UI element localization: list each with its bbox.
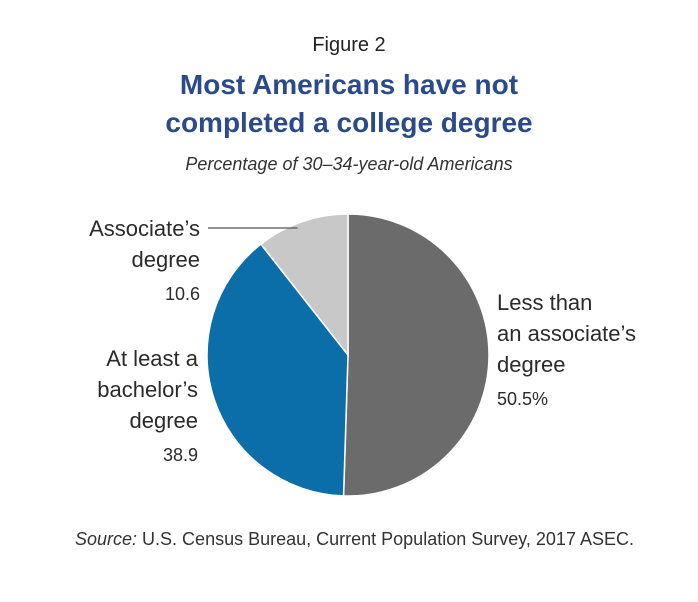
slice-label-less-line-3: degree — [497, 352, 566, 377]
slice-label-less-line-1: Less than — [497, 290, 593, 315]
slice-value-associate: 10.6 — [164, 284, 200, 304]
chart-title: Most Americans have not completed a coll… — [0, 66, 698, 142]
pie-slice-less-than-associate — [342, 213, 490, 497]
chart-subtitle: Percentage of 30–34-year-old Americans — [185, 154, 513, 174]
slice-value-less-than-associate: 50.5% — [497, 389, 549, 409]
slice-label-bachelor-line-2: bachelor’s — [97, 377, 198, 402]
chart-title-line-2: completed a college degree — [165, 107, 533, 138]
source-label: Source: — [75, 529, 138, 549]
pie-slice-associate — [259, 213, 349, 358]
pie-slice-bachelor — [206, 243, 349, 497]
pie-slices — [206, 213, 490, 497]
slice-label-associate-line-2: degree — [131, 247, 200, 272]
slice-label-less-line-2: an associate’s — [497, 321, 637, 346]
slice-label-bachelor-line-3: degree — [129, 408, 198, 433]
slice-label-associate-line-1: Associate’s — [89, 216, 200, 241]
slice-label-bachelor: At least a bachelor’s degree 38.9 — [18, 343, 198, 471]
chart-title-line-1: Most Americans have not — [179, 69, 519, 100]
slice-label-less-than-associate: Less than an associate’s degree 50.5% — [497, 287, 687, 415]
source-note: Source: U.S. Census Bureau, Current Popu… — [75, 526, 635, 553]
source-text: U.S. Census Bureau, Current Population S… — [137, 529, 634, 549]
slice-label-bachelor-line-1: At least a — [106, 346, 198, 371]
figure-label: Figure 2 — [312, 34, 386, 56]
slice-label-associate: Associate’s degree 10.6 — [20, 213, 200, 310]
slice-value-bachelor: 38.9 — [162, 445, 198, 465]
